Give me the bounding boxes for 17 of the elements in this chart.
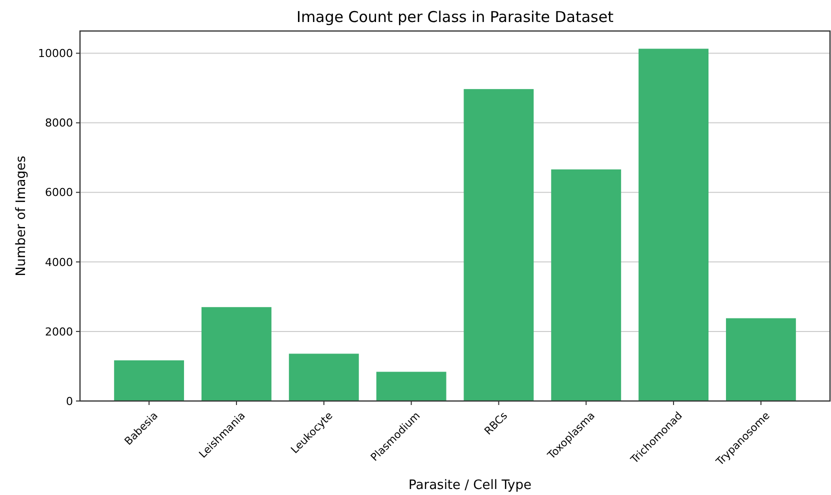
bar: [202, 307, 272, 401]
y-tick-label: 6000: [45, 186, 73, 200]
bar: [288, 354, 359, 401]
bar: [376, 372, 446, 401]
bar: [464, 89, 534, 401]
bar: [726, 318, 796, 401]
y-tick-label: 4000: [45, 256, 73, 269]
bar: [551, 169, 622, 401]
chart-title: Image Count per Class in Parasite Dataset: [296, 8, 614, 26]
bar: [114, 360, 184, 401]
bar: [638, 48, 708, 401]
x-axis-title: Parasite / Cell Type: [408, 478, 532, 493]
y-tick-label: 8000: [45, 116, 73, 130]
y-tick-label: 2000: [45, 325, 73, 338]
y-axis-title: Number of Images: [14, 156, 29, 276]
y-tick-label: 10000: [38, 47, 73, 60]
y-tick-label: 0: [66, 394, 73, 408]
